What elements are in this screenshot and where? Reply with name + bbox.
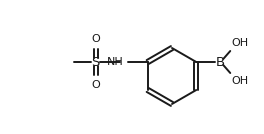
Text: O: O	[91, 80, 100, 90]
Text: OH: OH	[232, 76, 249, 86]
Text: B: B	[216, 55, 225, 68]
Text: OH: OH	[232, 38, 249, 48]
Text: O: O	[91, 34, 100, 44]
Text: NH: NH	[107, 57, 124, 67]
Text: S: S	[92, 55, 100, 68]
